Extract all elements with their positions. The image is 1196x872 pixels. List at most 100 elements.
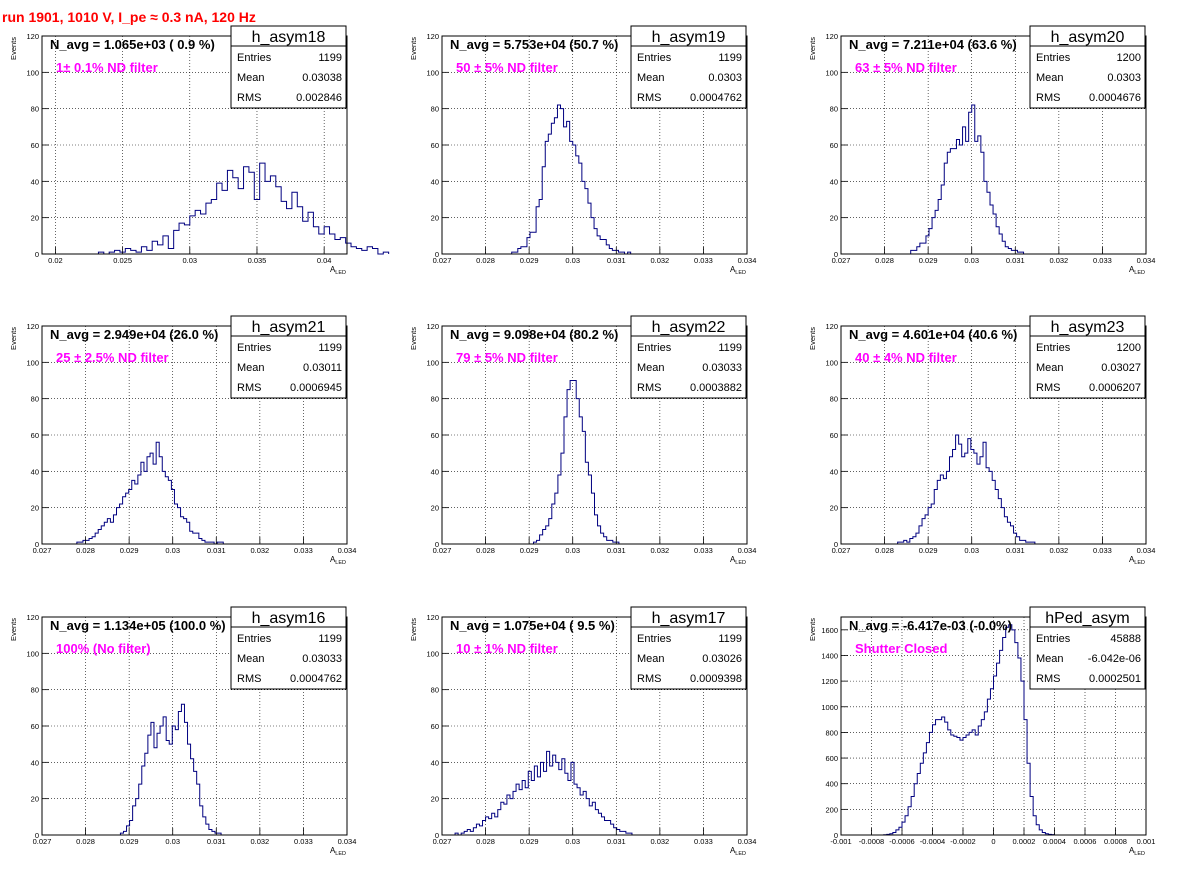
x-tick-label: 0.033 <box>694 546 713 555</box>
y-tick-label: 80 <box>31 105 39 114</box>
x-tick-label: 0.034 <box>738 837 757 846</box>
x-tick-label: 0.028 <box>476 546 495 555</box>
histogram-bin <box>303 221 308 254</box>
stats-value: 0.0004676 <box>1089 92 1141 104</box>
y-tick-label: 40 <box>31 177 39 186</box>
stats-label: Mean <box>1036 653 1064 665</box>
x-axis-label: ALED <box>1129 555 1145 566</box>
x-tick-label: 0.03 <box>165 837 180 846</box>
histogram-bin <box>126 493 129 544</box>
histogram-bin <box>174 504 177 544</box>
x-tick-label: 0.031 <box>607 837 626 846</box>
y-tick-label: 0 <box>435 250 439 259</box>
histogram-outline <box>883 624 1055 836</box>
histogram-bin <box>1020 540 1023 544</box>
x-tick-label: 0.033 <box>694 256 713 265</box>
histogram-bin <box>479 826 482 835</box>
y-tick-label: 60 <box>830 141 838 150</box>
filter-annotation: 10 ± 1% ND filter <box>456 641 558 656</box>
y-tick-label: 0 <box>834 540 838 549</box>
x-tick-label: 0.032 <box>250 837 269 846</box>
histogram-bin <box>977 464 980 544</box>
x-tick-label: 0.029 <box>520 546 539 555</box>
histogram-bin <box>564 127 567 254</box>
stats-box-frame <box>230 315 347 399</box>
x-tick-label: 0.031 <box>1006 546 1025 555</box>
histogram-name: h_asym16 <box>252 610 326 627</box>
x-tick-label: 0.031 <box>1006 256 1025 265</box>
histogram-bars <box>534 381 619 545</box>
histogram-bin <box>153 464 156 544</box>
histogram-bin <box>978 726 981 835</box>
histogram-bin <box>550 766 553 835</box>
histogram-outline <box>511 104 632 255</box>
x-tick-label: 0.033 <box>1093 256 1112 265</box>
histogram-bin <box>978 136 981 254</box>
histogram-panel-h_asym20: 0.027 0.028 0.029 0.03 0.031 0.032 0.033 0.034 0… <box>808 25 1156 276</box>
stats-label: Entries <box>237 52 272 64</box>
stats-label: Entries <box>1036 342 1071 354</box>
stats-value: 0.03026 <box>702 653 742 665</box>
x-tick-label: 0.03 <box>964 256 979 265</box>
histogram-bin <box>968 439 971 544</box>
histogram-bin <box>931 504 934 544</box>
x-tick-label: 0.032 <box>650 837 669 846</box>
stats-box: h_asym16 Entries 1199 Mean 0.03033 RMS 0.00047… <box>230 606 347 690</box>
histogram-bin <box>568 781 571 836</box>
histogram-panel-h_asym18: 0.02 0.025 0.03 0.035 0.04 0 20 40 60 80 100 120 ALE… <box>9 25 390 276</box>
y-tick-label: 0 <box>435 540 439 549</box>
stats-label: Entries <box>237 633 272 645</box>
histogram-bin <box>971 450 974 544</box>
stats-value: 0.0006945 <box>290 382 342 394</box>
y-tick-label: 0 <box>35 540 39 549</box>
histogram-bin <box>319 234 324 254</box>
histogram-bin <box>330 234 335 254</box>
y-tick-label: 100 <box>26 649 39 658</box>
y-tick-label: 20 <box>431 795 439 804</box>
y-tick-label: 100 <box>426 358 439 367</box>
stats-value: 0.0009398 <box>690 673 742 685</box>
histogram-bin <box>120 504 123 544</box>
x-tick-label: 0.028 <box>76 837 95 846</box>
stats-value: 0.03033 <box>702 362 742 374</box>
x-tick-label: 0.034 <box>738 546 757 555</box>
histogram-bin <box>165 477 168 544</box>
filter-annotation: 1± 0.1% ND filter <box>56 60 158 75</box>
y-tick-label: 20 <box>830 504 838 513</box>
x-axis-label: ALED <box>330 555 346 566</box>
x-tick-label: 0.028 <box>875 256 894 265</box>
y-tick-label: 100 <box>825 68 838 77</box>
histogram-bin <box>308 212 313 254</box>
x-tick-label: 0.031 <box>607 546 626 555</box>
stats-box-frame <box>230 25 347 109</box>
filter-annotation: 25 ± 2.5% ND filter <box>56 350 169 365</box>
x-tick-label: 0.0002 <box>1013 837 1036 846</box>
histogram-bin <box>238 189 243 254</box>
x-tick-label: 0.03 <box>182 256 197 265</box>
x-tick-label: 0.027 <box>433 837 452 846</box>
histogram-bin <box>605 820 608 835</box>
histogram-bin <box>519 790 522 835</box>
histogram-bin <box>943 479 946 544</box>
x-tick-label: 0.0004 <box>1043 837 1066 846</box>
x-tick-label: 0.027 <box>33 837 52 846</box>
y-tick-label: 0 <box>834 831 838 840</box>
x-tick-label: 0.034 <box>1137 256 1156 265</box>
histogram-bin <box>559 770 562 835</box>
histogram-bin <box>975 141 978 254</box>
stats-label: RMS <box>237 382 261 394</box>
histogram-bin <box>179 223 184 254</box>
stats-box: h_asym21 Entries 1199 Mean 0.03011 RMS 0.00069… <box>230 315 347 399</box>
histogram-bin <box>287 209 292 254</box>
histogram-name: h_asym17 <box>652 610 726 627</box>
x-axis-label: ALED <box>730 555 746 566</box>
stats-label: RMS <box>237 92 261 104</box>
x-tick-label: 0.029 <box>520 256 539 265</box>
stats-label: Mean <box>1036 72 1064 84</box>
histogram-bin <box>607 540 610 544</box>
stats-box-frame <box>1029 25 1146 109</box>
y-tick-label: 1200 <box>821 677 838 686</box>
stats-label: Mean <box>237 362 265 374</box>
x-tick-label: 0.034 <box>1137 546 1156 555</box>
y-tick-label: 120 <box>426 32 439 41</box>
